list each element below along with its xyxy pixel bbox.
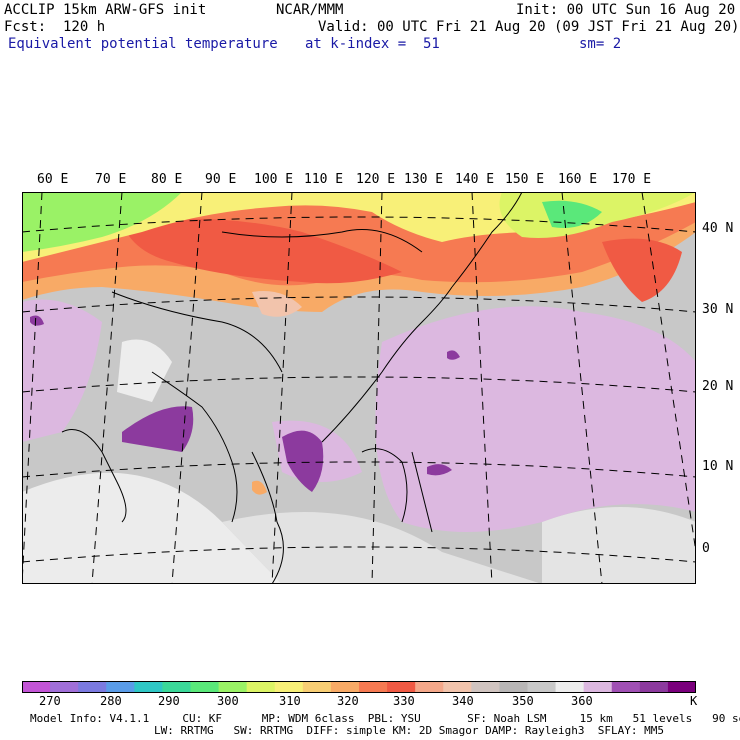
colorbar-swatch [22,681,51,693]
colorbar-swatch [667,681,696,693]
colorbar-swatch [359,681,388,693]
colorbar-label: 340 [452,694,474,708]
colorbar-unit: K [690,694,698,708]
colorbar-swatch [50,681,79,693]
valid-time: Valid: 00 UTC Fri 21 Aug 20 (09 JST Fri … [318,19,740,35]
colorbar-swatch [499,681,528,693]
colorbar-swatch [134,681,163,693]
colorbar-swatch [162,681,191,693]
longitude-label: 90 E [205,172,237,187]
colorbar-label: 330 [393,694,415,708]
colorbar-swatch [611,681,641,693]
longitude-label: 110 E [304,172,344,187]
colorbar-swatch [527,681,557,693]
colorbar-swatch [78,681,107,693]
colorbar-label: 350 [512,694,534,708]
longitude-label: 60 E [37,172,69,187]
longitude-label: 130 E [404,172,444,187]
run-title: ACCLIP 15km ARW-GFS init [4,2,207,18]
colorbar-swatch [190,681,220,693]
institution-label: NCAR/MMM [276,2,344,18]
colorbar-swatch [443,681,472,693]
colorbar-swatch [583,681,613,693]
model-info-line1: Model Info: V4.1.1 CU: KF MP: WDM 6class… [30,712,740,725]
latitude-label: 0 [702,541,710,556]
init-time: Init: 00 UTC Sun 16 Aug 20 [516,2,736,18]
longitude-label: 100 E [254,172,294,187]
colorbar-label: 280 [100,694,122,708]
colorbar-swatch [274,681,304,693]
colorbar-swatch [471,681,500,693]
colorbar [22,681,696,693]
longitude-label: 70 E [95,172,127,187]
colorbar-swatch [387,681,416,693]
smoothing-label: sm= 2 [579,36,622,52]
colorbar-label: 300 [217,694,239,708]
level-label: at k-index = 51 [305,36,440,52]
longitude-label: 140 E [455,172,495,187]
longitude-label: 150 E [505,172,545,187]
latitude-label: 10 N [702,459,734,474]
colorbar-label: 360 [571,694,593,708]
equivalent-potential-temperature-map [22,192,696,584]
colorbar-swatch [555,681,585,693]
colorbar-swatch [218,681,248,693]
colorbar-label: 270 [39,694,61,708]
latitude-label: 30 N [702,302,734,317]
colorbar-swatch [330,681,360,693]
longitude-label: 160 E [558,172,598,187]
colorbar-swatch [415,681,444,693]
longitude-label: 80 E [151,172,183,187]
longitude-label: 120 E [356,172,396,187]
forecast-hour: Fcst: 120 h [4,19,106,35]
colorbar-border [22,681,696,693]
model-info-line2: LW: RRTMG SW: RRTMG DIFF: simple KM: 2D … [154,724,664,737]
colorbar-swatch [106,681,135,693]
latitude-label: 40 N [702,221,734,236]
longitude-label: 170 E [612,172,652,187]
colorbar-swatch [639,681,669,693]
field-name: Equivalent potential temperature [8,36,278,52]
colorbar-label: 290 [158,694,180,708]
colorbar-label: 320 [337,694,359,708]
colorbar-swatch [246,681,276,693]
colorbar-label: 310 [279,694,301,708]
latitude-label: 20 N [702,379,734,394]
colorbar-swatch [302,681,332,693]
